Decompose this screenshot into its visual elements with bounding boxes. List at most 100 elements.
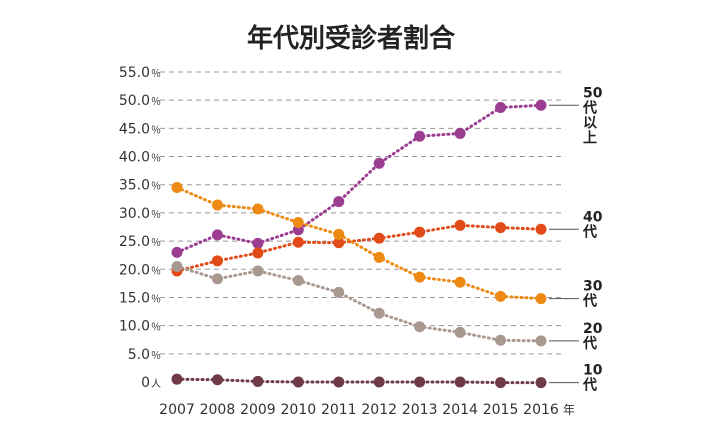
y-tick-label: 15.0	[119, 290, 150, 306]
data-point	[495, 102, 507, 114]
data-point	[535, 293, 547, 305]
y-tick-unit: ％	[151, 210, 161, 221]
series-layer	[171, 99, 547, 389]
y-tick-label: 40.0	[119, 150, 150, 166]
data-point	[333, 286, 345, 298]
data-point	[211, 255, 223, 267]
data-point	[333, 228, 345, 240]
data-point	[535, 223, 547, 235]
data-point	[292, 275, 304, 287]
x-tick-label: 2007	[159, 402, 195, 418]
y-tick-label: 0	[141, 375, 150, 391]
data-point	[333, 237, 345, 249]
data-point	[211, 229, 223, 241]
data-point	[414, 130, 426, 142]
data-point	[495, 290, 507, 302]
data-point	[373, 376, 385, 388]
y-tick-label: 35.0	[119, 178, 150, 194]
data-point	[171, 182, 183, 194]
x-tick-label: 2009	[240, 402, 276, 418]
data-point	[535, 99, 547, 111]
x-tick-label: 2015	[483, 402, 519, 418]
chart-title: 年代別受診者割合	[247, 23, 456, 54]
data-point	[333, 376, 345, 388]
series-line	[175, 186, 543, 301]
y-tick-label: 30.0	[119, 206, 150, 222]
series-50代以上	[171, 99, 547, 258]
series-labels: 50 代以上 40 代 30 代 20 代 10 代	[549, 85, 603, 394]
series-line	[175, 264, 543, 343]
y-tick-label: 25.0	[119, 234, 150, 250]
data-point	[252, 375, 264, 387]
data-point	[454, 376, 466, 388]
series-label: 30 代	[582, 279, 603, 310]
x-tick-label: 2011	[321, 402, 357, 418]
data-point	[292, 216, 304, 228]
series-label: 10 代	[582, 363, 603, 394]
y-tick-unit: ％	[151, 182, 161, 193]
data-point	[252, 265, 264, 277]
data-point	[454, 219, 466, 231]
y-tick-unit: ％	[151, 154, 161, 165]
y-tick-label: 50.0	[119, 93, 150, 109]
data-point	[171, 246, 183, 258]
data-point	[171, 373, 183, 385]
data-point	[535, 335, 547, 347]
x-tick-label: 2016	[523, 402, 559, 418]
data-point	[171, 260, 183, 272]
data-point	[414, 271, 426, 283]
x-tick-label: 2012	[361, 402, 397, 418]
data-point	[414, 376, 426, 388]
series-line	[175, 223, 543, 273]
y-tick-unit: ％	[151, 238, 161, 249]
data-point	[252, 247, 264, 259]
x-tick-label: 2008	[200, 402, 236, 418]
y-tick-label: 20.0	[119, 262, 150, 278]
y-tick-unit: ％	[151, 351, 161, 362]
y-axis: 0 人5.0 ％10.0 ％15.0 ％20.0 ％25.0 ％30.0 ％35.0 ％40.0…	[119, 65, 161, 391]
series-line	[175, 377, 543, 385]
data-point	[373, 307, 385, 319]
y-tick-unit: 人	[151, 378, 161, 390]
series-10代	[171, 373, 547, 389]
data-point	[373, 232, 385, 244]
y-tick-unit: ％	[151, 266, 161, 277]
y-tick-unit: ％	[151, 125, 161, 136]
data-point	[292, 236, 304, 248]
series-40代	[171, 219, 547, 277]
data-point	[333, 196, 345, 208]
data-point	[495, 222, 507, 234]
data-point	[373, 251, 385, 263]
data-point	[252, 203, 264, 215]
data-point	[495, 377, 507, 389]
series-label: 40 代	[582, 209, 603, 240]
x-axis: 2007 2008 2009 2010 2011 2012 2013 2014 2015 2016…	[159, 402, 575, 418]
data-point	[535, 377, 547, 389]
y-tick-unit: ％	[151, 69, 161, 80]
series-label: 20 代	[582, 321, 603, 352]
y-tick-label: 55.0	[119, 65, 150, 81]
x-tick-label: 2013	[402, 402, 438, 418]
data-point	[414, 321, 426, 333]
x-tick-label: 2014	[442, 402, 478, 418]
series-30代	[171, 182, 547, 305]
data-point	[252, 237, 264, 249]
y-tick-label: 45.0	[119, 121, 150, 137]
data-point	[211, 374, 223, 386]
data-point	[211, 273, 223, 285]
data-point	[373, 157, 385, 169]
data-point	[495, 334, 507, 346]
y-tick-unit: ％	[151, 97, 161, 108]
data-point	[454, 127, 466, 139]
series-label: 50 代以上	[582, 85, 603, 146]
data-point	[454, 276, 466, 288]
x-tick-label: 2010	[281, 402, 317, 418]
data-point	[211, 199, 223, 211]
series-20代	[171, 260, 547, 347]
x-axis-unit: 年	[563, 403, 575, 417]
data-point	[292, 376, 304, 388]
y-tick-label: 5.0	[128, 347, 150, 363]
data-point	[454, 326, 466, 338]
